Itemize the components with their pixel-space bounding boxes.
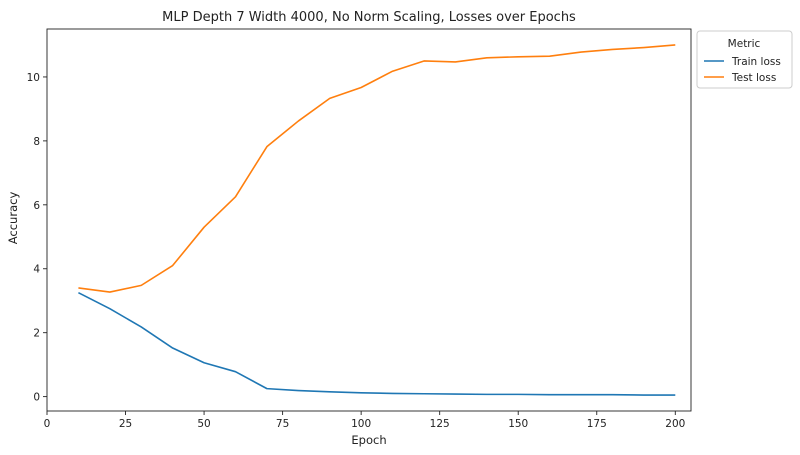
x-tick-label: 175 <box>587 418 607 430</box>
x-tick-label: 200 <box>665 418 685 430</box>
legend-title: Metric <box>728 38 761 50</box>
legend-label-train-loss: Train loss <box>731 56 781 68</box>
chart-title: MLP Depth 7 Width 4000, No Norm Scaling,… <box>162 10 576 25</box>
series-line-test-loss <box>78 44 676 293</box>
y-tick-label: 0 <box>33 392 40 404</box>
x-tick-label: 0 <box>44 418 51 430</box>
y-tick-label: 2 <box>33 328 40 340</box>
x-tick-label: 25 <box>119 418 132 430</box>
series-line-train-loss <box>78 292 676 396</box>
y-tick-label: 8 <box>33 136 40 148</box>
x-tick-label: 150 <box>508 418 528 430</box>
axes-frame <box>46 28 692 412</box>
legend-label-test-loss: Test loss <box>731 72 776 84</box>
x-tick-label: 75 <box>276 418 289 430</box>
y-tick-label: 10 <box>27 72 40 84</box>
y-tick-label: 4 <box>33 264 40 276</box>
y-tick-label: 6 <box>33 200 40 212</box>
y-axis-label: Accuracy <box>6 192 20 245</box>
x-axis-label: Epoch <box>351 433 386 447</box>
legend: Metric Train loss Test loss <box>696 30 793 89</box>
x-tick-label: 50 <box>197 418 210 430</box>
legend-box <box>696 30 793 89</box>
plot-area: 0 25 50 75 100 125 150 175 200 0 2 4 6 8 10 <box>27 28 692 430</box>
x-tick-label: 100 <box>351 418 371 430</box>
x-tick-label: 125 <box>430 418 450 430</box>
